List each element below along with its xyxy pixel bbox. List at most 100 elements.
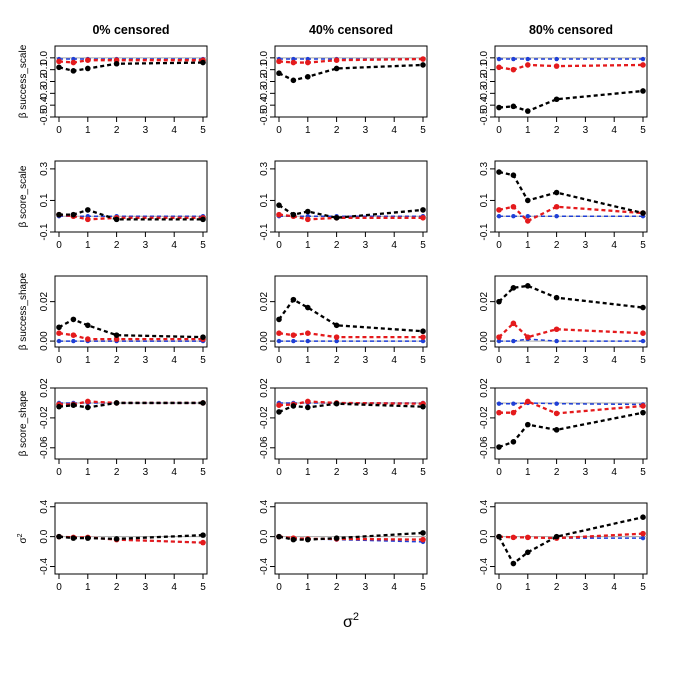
data-point-black <box>525 108 531 114</box>
x-tick-label: 2 <box>554 467 560 478</box>
data-point-blue <box>496 56 502 62</box>
y-tick-label: 0.3 <box>39 162 50 176</box>
data-point-blue <box>511 401 516 406</box>
data-point-black <box>525 421 531 428</box>
x-tick-label: 1 <box>525 125 531 136</box>
data-point-black <box>200 334 206 340</box>
data-point-black <box>640 409 646 416</box>
y-tick-label: -0.06 <box>259 436 270 459</box>
data-point-red <box>640 530 646 537</box>
data-point-blue <box>56 338 62 344</box>
y-tick-label: 0.1 <box>259 193 270 207</box>
x-tick-label: 0 <box>56 467 62 478</box>
y-tick-label: 0.00 <box>39 331 50 351</box>
series-line-red <box>498 205 644 223</box>
data-point-black <box>290 296 297 303</box>
data-point-red <box>85 398 91 405</box>
panel: -0.06 -0.02 0.02 0 1 2 3 4 5 <box>259 378 428 478</box>
y-tick-label: 0.00 <box>479 331 490 351</box>
data-point-red <box>290 59 297 66</box>
y-tick-label: -0.4 <box>259 96 270 114</box>
data-point-black <box>200 59 206 66</box>
x-tick-label: 3 <box>143 582 149 593</box>
data-point-black <box>85 207 91 213</box>
y-tick-label: -0.4 <box>479 96 490 114</box>
data-point-black <box>276 533 282 540</box>
y-axis-label: β score_shape <box>18 390 29 456</box>
y-tick-label: -0.1 <box>39 223 50 241</box>
data-point-black <box>333 65 340 72</box>
data-point-black <box>56 211 62 218</box>
data-point-black <box>420 62 426 68</box>
data-point-red <box>525 218 531 224</box>
data-point-red <box>525 534 531 541</box>
data-point-blue <box>496 338 502 344</box>
panel: 0.00 0.02 0 1 2 3 4 5 <box>259 275 428 366</box>
x-tick-label: 1 <box>305 355 311 366</box>
series-line-red <box>498 63 644 71</box>
data-point-black <box>305 208 311 215</box>
x-tick-label: 3 <box>143 355 149 366</box>
x-tick-label: 3 <box>363 582 369 593</box>
x-tick-label: 5 <box>420 125 426 136</box>
data-point-black <box>510 103 517 110</box>
y-tick-label: 0.3 <box>479 162 490 176</box>
data-point-blue <box>496 214 502 219</box>
x-axis-label: σ2 <box>343 611 359 631</box>
y-tick-label: -0.4 <box>39 96 50 114</box>
x-tick-label: 5 <box>200 355 206 366</box>
data-point-black <box>420 403 426 410</box>
data-point-blue <box>511 338 516 344</box>
panel: -0.1 0.1 0.3 0 1 2 3 4 5 <box>39 160 208 251</box>
x-tick-label: 5 <box>200 582 206 593</box>
data-point-black <box>276 409 282 415</box>
data-point-black <box>113 60 120 67</box>
series-line-red <box>58 59 203 64</box>
data-point-blue <box>420 338 426 344</box>
panel-frame <box>494 275 648 348</box>
data-point-red <box>496 207 502 213</box>
y-tick-label: 0.4 <box>479 499 490 513</box>
x-tick-label: 1 <box>85 240 91 251</box>
x-tick-label: 4 <box>171 582 177 593</box>
y-tick-label: -0.2 <box>39 72 50 90</box>
data-point-black <box>290 211 297 218</box>
data-point-black <box>85 535 91 541</box>
data-point-black <box>70 316 77 323</box>
y-tick-label: -0.5 <box>39 108 50 126</box>
y-tick-label: 0.02 <box>479 291 490 311</box>
data-point-black <box>525 283 531 289</box>
y-tick-label: -0.2 <box>479 72 490 90</box>
x-tick-label: 1 <box>85 355 91 366</box>
data-point-black <box>56 403 62 410</box>
x-tick-label: 0 <box>276 125 282 136</box>
series-line-black <box>498 284 644 309</box>
data-point-red <box>290 332 297 338</box>
y-tick-label: 0.0 <box>479 529 490 543</box>
data-point-black <box>276 202 282 208</box>
x-tick-label: 4 <box>171 467 177 478</box>
data-point-black <box>640 514 646 520</box>
x-tick-label: 0 <box>276 355 282 366</box>
data-point-blue <box>71 338 76 344</box>
x-tick-label: 2 <box>334 467 340 478</box>
panel: -0.1 0.1 0.3 0 1 2 3 4 5 <box>479 160 648 251</box>
data-point-black <box>290 536 297 543</box>
data-point-blue <box>496 401 502 406</box>
series-line-black <box>498 89 644 113</box>
panel-frame <box>274 275 428 348</box>
x-tick-label: 0 <box>276 582 282 593</box>
data-point-red <box>333 334 340 340</box>
y-tick-label: 0.02 <box>259 378 270 398</box>
x-tick-label: 0 <box>496 125 502 136</box>
data-point-red <box>305 216 311 223</box>
y-tick-label: -0.1 <box>479 61 490 79</box>
x-tick-label: 0 <box>56 240 62 251</box>
x-tick-label: 2 <box>554 125 560 136</box>
data-point-red <box>640 62 646 68</box>
data-point-red <box>56 58 62 65</box>
series-line-blue <box>499 338 643 342</box>
data-point-black <box>276 316 282 323</box>
y-tick-label: 0.4 <box>39 499 50 513</box>
series-line-black <box>58 318 204 339</box>
